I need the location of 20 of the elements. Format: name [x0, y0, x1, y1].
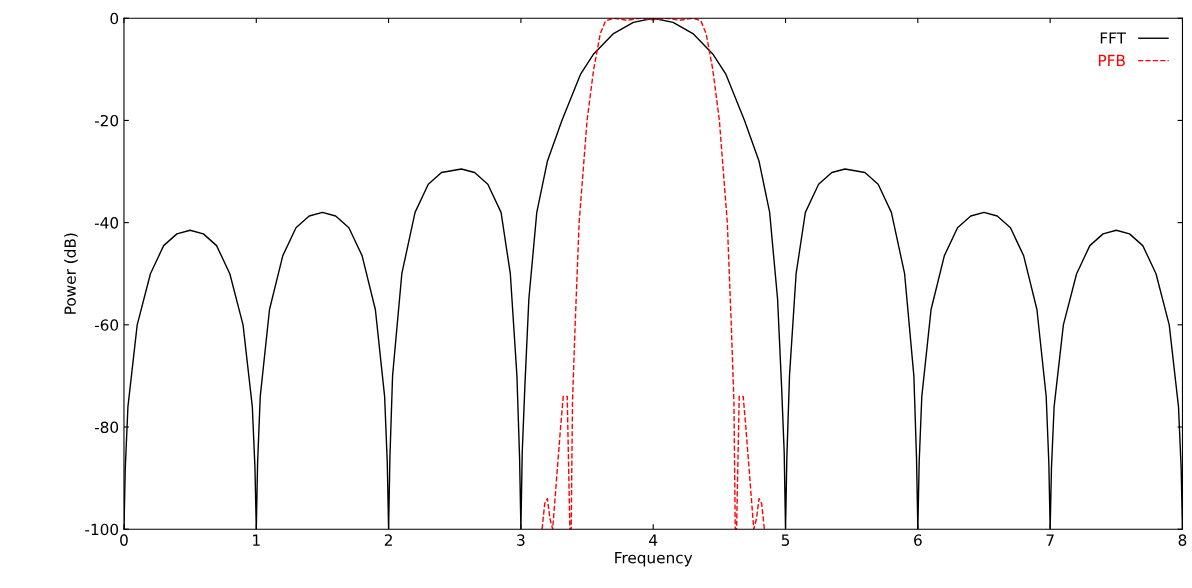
x-tick-label: 8 [1178, 534, 1187, 546]
line-series [541, 18, 766, 530]
legend-label: FFT [1100, 32, 1126, 44]
y-tick-label: 0 [110, 12, 119, 25]
y-tick-label: -100 [85, 523, 119, 536]
y-tick-label: -80 [94, 421, 119, 434]
x-tick-label: 6 [914, 534, 922, 546]
y-axis-title: Power (dB) [64, 233, 78, 314]
legend-label: PFB [1098, 54, 1125, 67]
x-tick-label: 4 [649, 534, 658, 546]
y-tick-label: -40 [94, 217, 119, 229]
y-tick-label: -60 [94, 319, 119, 331]
x-axis-title: Frequency [615, 552, 693, 567]
x-tick-label: 0 [120, 534, 128, 546]
y-tick-label: -20 [94, 114, 119, 127]
x-tick-label: 3 [517, 534, 525, 546]
x-tick-label: 1 [253, 534, 260, 546]
x-tick-label: 2 [384, 534, 392, 546]
x-tick-label: 5 [781, 534, 790, 546]
x-tick-label: 7 [1046, 534, 1054, 546]
